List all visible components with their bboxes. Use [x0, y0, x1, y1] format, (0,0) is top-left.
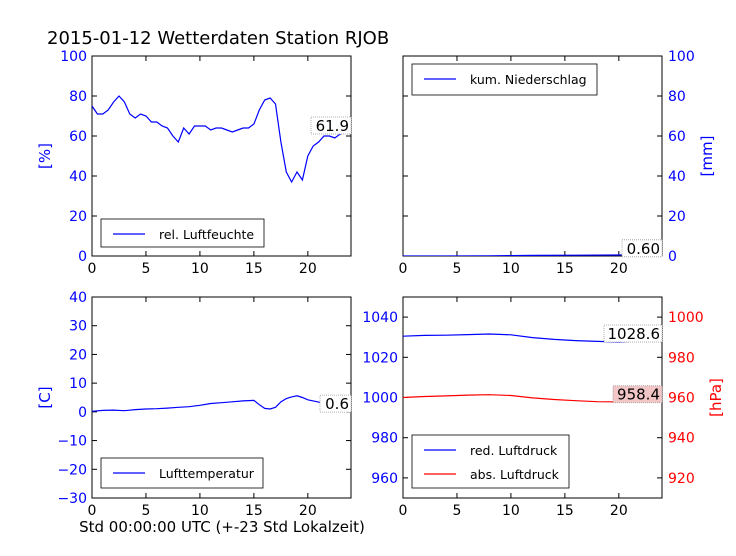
legend-box: [100, 218, 265, 248]
panel-bottom-right: 0 5 10 15 20 960 980 1000 1020 1040 920 940 960 980 10…: [362, 296, 725, 519]
y-tick-label: 40: [668, 169, 686, 185]
y-tick-label: 80: [69, 89, 87, 105]
value-label-box: [603, 324, 663, 343]
x-tick-label: 15: [556, 503, 574, 519]
y-tick-label-right: 940: [668, 431, 695, 447]
x-tick-label: 20: [299, 261, 317, 277]
y-tick-label-right: 1000: [668, 310, 704, 326]
y-tick-label: 960: [371, 471, 398, 487]
x-tick-label: 5: [141, 503, 150, 519]
y-tick-label: 0: [78, 405, 87, 421]
y-tick-label: 20: [668, 209, 686, 225]
y-axis-label: [C]: [36, 386, 54, 408]
y-tick-label: 30: [69, 319, 87, 335]
series-line: [92, 95, 351, 184]
value-label: 1028.6: [608, 325, 661, 343]
y-tick-label: 100: [668, 49, 695, 65]
legend-label: red. Luftdruck: [470, 443, 558, 458]
x-tick-label: 0: [88, 261, 97, 277]
panel-top-left: 0 5 10 15 20 0 20 40 60 80 100 [%] 61.9 rel. Luftfeuc…: [36, 49, 352, 277]
y-tick-label-right: 960: [668, 391, 695, 407]
y-tick-label: 40: [69, 290, 87, 306]
y-tick-label-right: 980: [668, 350, 695, 366]
value-label: 61.9: [316, 117, 349, 135]
y-tick-label: 1000: [362, 391, 398, 407]
figure-title: 2015-01-12 Wetterdaten Station RJOB: [47, 28, 389, 49]
x-tick-label: 10: [191, 503, 209, 519]
y-tick-label: 60: [668, 129, 686, 145]
y-tick-label: 0: [78, 249, 87, 265]
x-tick-label: 10: [191, 261, 209, 277]
panel-top-right: 0 5 10 15 20 0 20 40 60 80 100 [mm] 0.60 kum. Nieders…: [399, 49, 716, 277]
x-tick-label: 0: [399, 503, 408, 519]
value-label: 0.6: [325, 395, 349, 413]
series-line: [92, 395, 351, 412]
y-tick-label: 60: [69, 129, 87, 145]
x-tick-label: 0: [399, 261, 408, 277]
value-label: 958.4: [617, 386, 660, 404]
x-tick-label: 15: [556, 261, 574, 277]
y-tick-label: 40: [69, 169, 87, 185]
legend-label: Lufttemperatur: [159, 466, 255, 481]
x-tick-label: 10: [502, 503, 520, 519]
y-tick-label: −20: [57, 462, 87, 478]
y-tick-label: 80: [668, 89, 686, 105]
x-tick-label: 15: [245, 261, 263, 277]
figure-x-axis-label: Std 00:00:00 UTC (+-23 Std Lokalzeit): [79, 518, 365, 536]
x-tick-label: 5: [452, 261, 461, 277]
series-line: [403, 254, 662, 256]
y-tick-label: 20: [69, 209, 87, 225]
y-tick-label: −10: [57, 434, 87, 450]
y-tick-label: −30: [57, 491, 87, 507]
y-tick-label-right: 920: [668, 471, 695, 487]
value-label: 0.60: [627, 240, 660, 258]
value-label-box: [621, 239, 663, 258]
x-tick-label: 15: [245, 503, 263, 519]
y-axis-label: [mm]: [698, 136, 716, 177]
y-tick-label: 100: [60, 49, 87, 65]
x-tick-label: 0: [88, 503, 97, 519]
x-tick-label: 5: [452, 503, 461, 519]
legend-box: [411, 434, 570, 489]
x-tick-label: 20: [299, 503, 317, 519]
y-tick-label: 10: [69, 376, 87, 392]
panel-bottom-left: 0 5 10 15 20 −30 −20 −10 0 10 20 30 40 [C] 0.6 Lufttemp…: [36, 290, 352, 519]
legend-label: rel. Luftfeuchte: [159, 227, 254, 242]
y-tick-label: 0: [668, 249, 677, 265]
y-axis-label: [%]: [36, 143, 54, 169]
y-tick-label: 1020: [362, 350, 398, 366]
y-axis-label-right: [hPa]: [707, 378, 725, 417]
legend-label: abs. Luftdruck: [470, 467, 560, 482]
legend-label: kum. Niederschlag: [470, 72, 587, 87]
value-label-box: [612, 385, 663, 404]
value-label-box: [319, 394, 352, 413]
value-label-box: [310, 116, 352, 135]
x-tick-label: 10: [502, 261, 520, 277]
x-tick-label: 5: [141, 261, 150, 277]
x-tick-label: 20: [610, 503, 628, 519]
y-tick-label: 20: [69, 347, 87, 363]
y-tick-label: 980: [371, 431, 398, 447]
y-tick-label: 1040: [362, 310, 398, 326]
x-tick-label: 20: [610, 261, 628, 277]
